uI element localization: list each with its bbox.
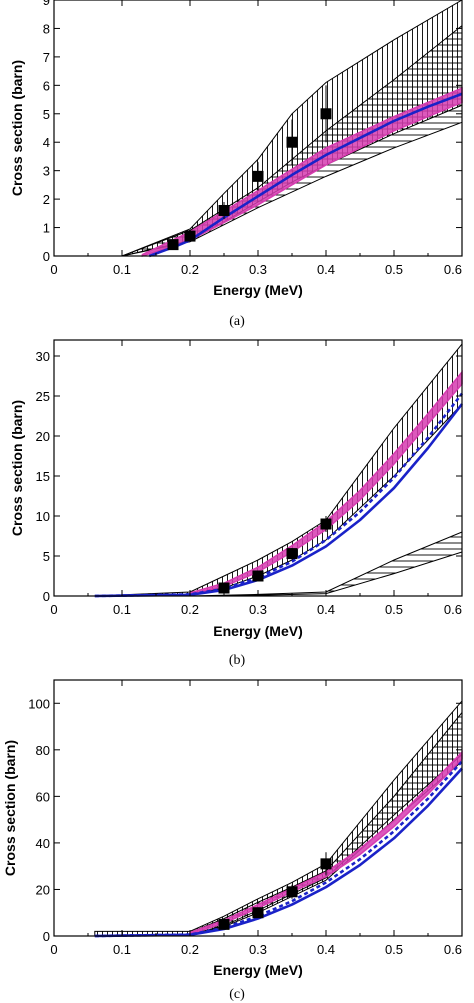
y-tick-label: 25 (36, 389, 50, 404)
y-tick-label: 0 (43, 929, 50, 944)
y-tick-label: 5 (43, 549, 50, 564)
x-tick-label: 0.5 (385, 942, 403, 957)
y-tick-label: 40 (36, 836, 50, 851)
panel-c-data (94, 699, 463, 938)
x-tick-label: 0.2 (181, 602, 199, 617)
series-line-blue (94, 403, 464, 598)
panel-c: 0 0.1 0.2 0.3 0.4 0.5 0.6 0 20 40 60 80 100 Cross se… (2, 679, 463, 1002)
data-point (286, 548, 298, 560)
panel-b-xlabel: Energy (MeV) (213, 623, 302, 639)
data-point (320, 108, 332, 120)
panel-a-data (121, 0, 463, 258)
y-tick-label: 10 (36, 509, 50, 524)
x-tick-label: 0 (50, 602, 57, 617)
x-tick-label: 0.2 (181, 262, 199, 277)
panel-a-xlabel: Energy (MeV) (213, 282, 302, 298)
y-tick-label: 2 (43, 192, 50, 207)
data-point (167, 239, 179, 251)
data-point (252, 570, 264, 582)
panel-b-label: (b) (229, 653, 246, 668)
y-tick-label: 0 (43, 589, 50, 604)
y-tick-label: 4 (43, 135, 50, 150)
panel-c-ticks: 0 0.1 0.2 0.3 0.4 0.5 0.6 0 20 40 60 80 100 (28, 680, 463, 957)
panel-c-label: (c) (229, 987, 245, 1002)
x-tick-label: 0.4 (317, 942, 335, 957)
data-point (218, 582, 230, 594)
y-tick-label: 7 (43, 50, 50, 65)
data-point (218, 204, 230, 216)
x-tick-label: 0.6 (444, 942, 462, 957)
y-tick-label: 100 (28, 696, 50, 711)
y-tick-label: 80 (36, 743, 50, 758)
series-band-horizontal-hatch (189, 711, 463, 936)
panel-a: 0 0.1 0.2 0.3 0.4 0.5 0.6 0 1 2 3 4 5 6 7 8 9 Cross sect… (9, 0, 463, 329)
x-tick-label: 0 (50, 262, 57, 277)
panel-b: 0 0.1 0.2 0.3 0.4 0.5 0.6 0 5 10 15 20 25 30 Cross se… (9, 339, 464, 668)
x-tick-label: 0.6 (444, 602, 462, 617)
x-tick-label: 0.4 (317, 602, 335, 617)
x-tick-label: 0.3 (249, 262, 267, 277)
y-tick-label: 5 (43, 107, 50, 122)
x-tick-label: 0.4 (317, 262, 335, 277)
panel-a-ticks: 0 0.1 0.2 0.3 0.4 0.5 0.6 0 1 2 3 4 5 6 7 8 9 (43, 0, 463, 277)
data-point (320, 858, 332, 870)
data-point (286, 886, 298, 898)
panel-b-data (94, 342, 464, 598)
y-tick-label: 6 (43, 78, 50, 93)
x-tick-label: 0.3 (249, 942, 267, 957)
x-tick-label: 0.5 (385, 602, 403, 617)
data-point (184, 230, 196, 242)
data-point (320, 518, 332, 530)
panel-c-ylabel: Cross section (barn) (2, 740, 18, 876)
x-tick-label: 0.5 (385, 262, 403, 277)
y-tick-label: 20 (36, 429, 50, 444)
panel-a-ylabel: Cross section (barn) (9, 60, 25, 196)
x-tick-label: 0 (50, 942, 57, 957)
panel-a-label: (a) (229, 314, 245, 329)
data-point (252, 170, 264, 182)
y-tick-label: 0 (43, 249, 50, 264)
y-tick-label: 9 (43, 0, 50, 8)
panel-b-ylabel: Cross section (barn) (9, 400, 25, 536)
y-tick-label: 30 (36, 349, 50, 364)
y-tick-label: 60 (36, 789, 50, 804)
data-point (286, 136, 298, 148)
series-line-blue (148, 92, 463, 258)
y-tick-label: 8 (43, 21, 50, 36)
panel-b-ticks: 0 0.1 0.2 0.3 0.4 0.5 0.6 0 5 10 15 20 25 30 (36, 340, 463, 617)
data-point (252, 907, 264, 919)
x-tick-label: 0.1 (113, 262, 131, 277)
series-line-blue (94, 767, 463, 938)
x-tick-label: 0.6 (444, 262, 462, 277)
x-tick-label: 0.1 (113, 942, 131, 957)
panel-c-xlabel: Energy (MeV) (213, 962, 302, 978)
y-tick-label: 3 (43, 164, 50, 179)
data-point (218, 918, 230, 930)
y-tick-label: 15 (36, 469, 50, 484)
x-tick-label: 0.3 (249, 602, 267, 617)
y-tick-label: 20 (36, 882, 50, 897)
x-tick-label: 0.2 (181, 942, 199, 957)
y-tick-label: 1 (43, 221, 50, 236)
x-tick-label: 0.1 (113, 602, 131, 617)
